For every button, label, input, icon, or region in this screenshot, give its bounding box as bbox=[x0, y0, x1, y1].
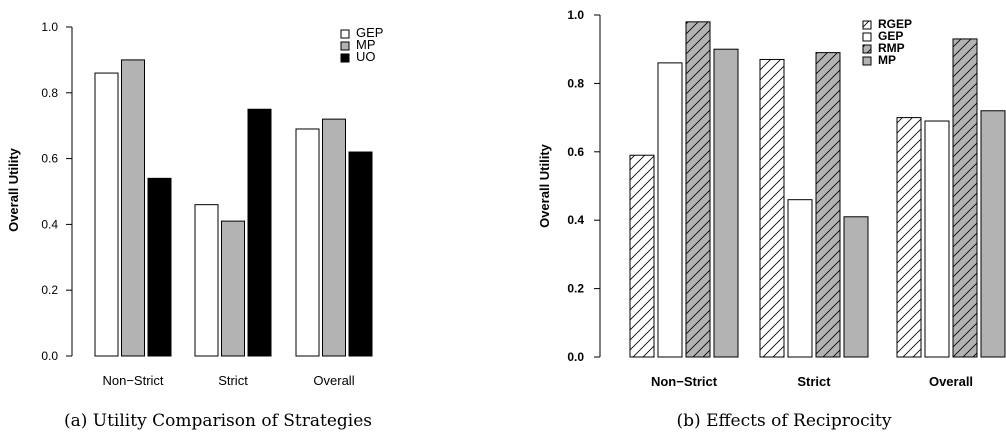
chart-a-y-axis: 0.0 0.2 0.4 0.6 0.8 1.0 bbox=[41, 20, 73, 363]
chart-a-y-tick-label: 1.0 bbox=[41, 20, 58, 34]
chart-b-x-labels: Non−Strict Strict Overall bbox=[651, 374, 973, 389]
chart-b-legend-swatch-rmp bbox=[862, 44, 872, 54]
chart-b-bar-mp-0 bbox=[713, 48, 739, 358]
chart-b-bar-rgep-1 bbox=[759, 58, 785, 358]
chart-a-legend-swatch-uo bbox=[340, 53, 350, 63]
chart-b-y-tick-label: 1.0 bbox=[567, 8, 584, 22]
chart-b-legend-swatch-rgep bbox=[862, 20, 872, 30]
chart-b-bar-rmp-1 bbox=[815, 52, 841, 358]
chart-a-legend-label-mp: MP bbox=[356, 37, 376, 52]
chart-b-legend-label-gep: GEP bbox=[878, 29, 903, 43]
chart-a-bar-gep-0 bbox=[94, 72, 119, 357]
chart-a-legend-label-gep: GEP bbox=[356, 25, 383, 40]
chart-a-x-label: Non−Strict bbox=[102, 373, 163, 388]
chart-a-y-tick-label: 0.2 bbox=[41, 283, 58, 297]
chart-a-bars bbox=[94, 59, 373, 357]
chart-b-bar-gep-1 bbox=[787, 199, 813, 358]
chart-a-bar-mp-2 bbox=[322, 118, 346, 357]
chart-b-y-tick-label: 0.2 bbox=[567, 282, 584, 296]
chart-a-x-label: Overall bbox=[313, 373, 354, 388]
chart-b-legend-swatch-gep bbox=[862, 32, 872, 42]
chart-b-bar-rgep-2 bbox=[896, 117, 922, 358]
chart-a-ylabel: Overall Utility bbox=[6, 147, 21, 232]
chart-a-bar-gep-2 bbox=[295, 128, 320, 357]
chart-b-x-label: Strict bbox=[797, 374, 831, 389]
chart-a-y-tick-label: 0.8 bbox=[41, 86, 58, 100]
chart-a-legend-swatch-gep bbox=[340, 29, 350, 39]
chart-b-legend-swatch-mp bbox=[862, 56, 872, 66]
chart-a-bar-uo-2 bbox=[348, 151, 373, 357]
chart-a-legend-swatch-mp bbox=[340, 41, 350, 51]
chart-b-bar-mp-2 bbox=[980, 110, 1006, 358]
chart-b-legend-label-rmp: RMP bbox=[878, 41, 905, 55]
chart-b-bar-rgep-0 bbox=[629, 154, 655, 358]
chart-a: 0.0 0.2 0.4 0.6 0.8 1.0 Non−Strict Strict Overa… bbox=[6, 20, 383, 431]
chart-a-x-labels: Non−Strict Strict Overall bbox=[102, 373, 354, 388]
chart-b-bars bbox=[629, 21, 1006, 358]
chart-a-bar-uo-0 bbox=[147, 177, 172, 357]
chart-b-ylabel: Overall Utility bbox=[537, 143, 552, 228]
chart-a-bar-mp-0 bbox=[121, 59, 145, 357]
chart-a-bar-mp-1 bbox=[221, 220, 245, 357]
chart-b-bar-gep-0 bbox=[657, 62, 683, 358]
chart-b-legend-label-mp: MP bbox=[878, 53, 896, 67]
chart-b-bar-rmp-0 bbox=[685, 21, 711, 358]
chart-b-x-label: Overall bbox=[929, 374, 973, 389]
chart-a-caption: (a) Utility Comparison of Strategies bbox=[64, 411, 372, 431]
chart-a-legend-label-uo: UO bbox=[356, 49, 376, 64]
chart-b-y-axis: 0.0 0.2 0.4 0.6 0.8 1.0 bbox=[567, 8, 601, 364]
chart-b-bar-rmp-2 bbox=[952, 38, 978, 358]
chart-b-x-label: Non−Strict bbox=[651, 374, 718, 389]
chart-a-y-tick-label: 0.0 bbox=[41, 349, 58, 363]
chart-a-y-tick-label: 0.6 bbox=[41, 152, 58, 166]
chart-b-legend-label-rgep: RGEP bbox=[878, 17, 912, 31]
chart-a-bar-uo-1 bbox=[247, 108, 272, 357]
chart-b: 0.0 0.2 0.4 0.6 0.8 1.0 Non−Strict Strict Overa… bbox=[537, 8, 1006, 431]
chart-a-x-label: Strict bbox=[218, 373, 248, 388]
chart-b-y-tick-label: 0.4 bbox=[567, 213, 584, 227]
chart-b-y-tick-label: 0.8 bbox=[567, 76, 584, 90]
chart-a-bar-gep-1 bbox=[194, 204, 219, 357]
chart-b-bar-mp-1 bbox=[843, 216, 869, 358]
chart-b-caption: (b) Effects of Reciprocity bbox=[677, 411, 892, 431]
chart-b-y-tick-label: 0.6 bbox=[567, 145, 584, 159]
chart-a-y-tick-label: 0.4 bbox=[41, 217, 58, 231]
chart-b-bar-gep-2 bbox=[924, 120, 950, 358]
chart-b-y-tick-label: 0.0 bbox=[567, 350, 584, 364]
